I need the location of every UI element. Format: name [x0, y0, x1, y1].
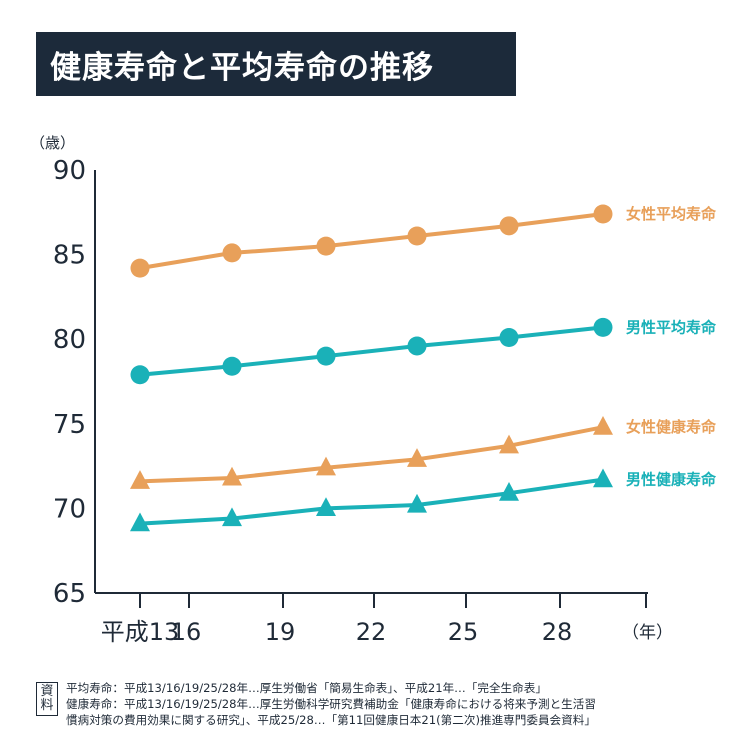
x-tick-label: 28 [542, 618, 573, 646]
x-tick-label: 22 [356, 618, 387, 646]
series-line [139, 325, 604, 377]
data-point-triangle [316, 456, 336, 476]
data-point-circle [130, 258, 150, 278]
series-line [139, 425, 604, 484]
series-line [139, 212, 604, 271]
data-point-triangle [316, 497, 336, 516]
data-point-triangle [222, 507, 242, 527]
series-label: 男性健康寿命 [626, 471, 717, 489]
y-tick-label: 85 [53, 241, 86, 271]
data-point-circle [407, 226, 427, 246]
data-point-circle [499, 216, 519, 236]
source-line: 健康寿命：平成13/16/19/25/28年…厚生労働科学研究費補助金「健康寿命… [66, 697, 596, 711]
data-point-triangle [593, 416, 613, 435]
y-tick-label: 70 [53, 494, 86, 524]
data-point-circle [222, 356, 242, 376]
y-axis-unit-label: （歳） [30, 134, 75, 152]
source-tag: 資料 [36, 682, 58, 716]
source-lines: 平均寿命：平成13/16/19/25/28年…厚生労働省「簡易生命表」、平成21… [66, 680, 596, 728]
series-line [139, 477, 604, 526]
series-label: 女性健康寿命 [626, 418, 717, 436]
data-point-circle [593, 204, 613, 224]
chart-title: 健康寿命と平均寿命の推移 [50, 49, 434, 86]
data-point-triangle [499, 434, 519, 454]
chart-title-bar: 健康寿命と平均寿命の推移 [36, 32, 516, 96]
data-point-triangle [130, 512, 150, 532]
series-label: 男性平均寿命 [626, 318, 717, 336]
x-tick-label: 16 [171, 618, 202, 646]
y-tick-label: 90 [53, 156, 86, 186]
data-point-circle [316, 346, 336, 366]
x-axis-unit-label: （年） [622, 623, 673, 643]
y-tick-label: 65 [53, 579, 86, 609]
data-point-triangle [593, 468, 613, 488]
data-point-triangle [407, 448, 427, 467]
x-tick-label: 19 [265, 618, 296, 646]
data-point-circle [222, 243, 242, 263]
data-point-circle [499, 328, 519, 348]
data-point-triangle [407, 493, 427, 513]
source-line: 慣病対策の費用効果に関する研究」、平成25/28…「第11回健康日本21(第二次… [66, 713, 596, 727]
y-tick-label: 80 [53, 325, 86, 355]
data-point-triangle [130, 470, 150, 489]
data-point-circle [130, 365, 150, 385]
x-tick-label: 25 [448, 618, 479, 646]
data-point-circle [316, 236, 336, 256]
source-line: 平均寿命：平成13/16/19/25/28年…厚生労働省「簡易生命表」、平成21… [66, 681, 547, 695]
x-tick-label: 平成13 [101, 618, 180, 646]
source-note: 資料 平均寿命：平成13/16/19/25/28年…厚生労働省「簡易生命表」、平… [36, 680, 726, 728]
data-point-triangle [222, 466, 242, 486]
y-tick-label: 75 [53, 410, 86, 440]
data-point-triangle [499, 482, 519, 501]
data-point-circle [407, 336, 427, 356]
data-point-circle [593, 317, 613, 337]
series-label: 女性平均寿命 [626, 205, 717, 223]
